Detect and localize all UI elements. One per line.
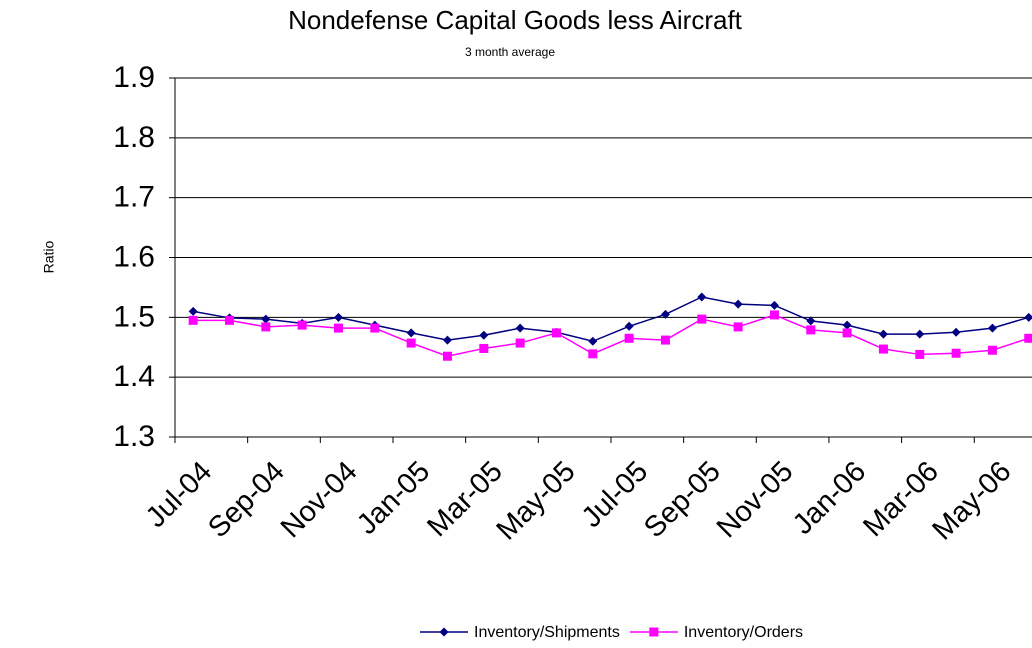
y-tick-label: 1.9 bbox=[113, 61, 155, 94]
marker bbox=[515, 338, 525, 348]
marker bbox=[442, 351, 452, 361]
x-tick-label: Jan-06 bbox=[787, 455, 872, 540]
x-tick-label: May-06 bbox=[927, 455, 1018, 546]
series-line bbox=[193, 296, 1029, 343]
marker bbox=[406, 328, 416, 338]
marker bbox=[333, 312, 343, 322]
marker bbox=[806, 316, 816, 326]
chart-subtitle: 3 month average bbox=[465, 45, 555, 59]
marker bbox=[806, 325, 816, 335]
x-tick-label: Jan-05 bbox=[351, 455, 436, 540]
marker bbox=[878, 344, 888, 354]
x-tick-label: May-05 bbox=[491, 455, 582, 546]
marker bbox=[649, 627, 659, 637]
legend-label: Inventory/Shipments bbox=[474, 624, 620, 641]
marker bbox=[224, 315, 234, 325]
legend-label: Inventory/Orders bbox=[684, 624, 803, 641]
y-tick-label: 1.3 bbox=[113, 420, 155, 453]
y-tick-label: 1.6 bbox=[113, 240, 155, 273]
marker bbox=[479, 343, 489, 353]
marker bbox=[261, 314, 271, 324]
marker bbox=[769, 310, 779, 320]
marker bbox=[987, 345, 997, 355]
marker bbox=[624, 321, 634, 331]
y-axis-label: Ratio bbox=[41, 240, 57, 273]
marker bbox=[987, 323, 997, 333]
marker bbox=[1024, 333, 1032, 343]
marker bbox=[660, 335, 670, 345]
marker bbox=[624, 333, 634, 343]
marker bbox=[660, 309, 670, 319]
marker bbox=[188, 306, 198, 316]
marker bbox=[842, 320, 852, 330]
marker bbox=[297, 320, 307, 330]
y-tick-label: 1.7 bbox=[113, 181, 155, 214]
x-tick-label: Sep-05 bbox=[638, 455, 727, 544]
marker bbox=[479, 330, 489, 340]
marker bbox=[406, 338, 416, 348]
y-tick-label: 1.4 bbox=[113, 360, 155, 393]
chart-title: Nondefense Capital Goods less Aircraft bbox=[288, 5, 743, 35]
marker bbox=[878, 329, 888, 339]
marker bbox=[515, 323, 525, 333]
x-tick-label: Nov-04 bbox=[275, 455, 364, 544]
marker bbox=[588, 349, 598, 359]
marker bbox=[842, 328, 852, 338]
marker bbox=[442, 335, 452, 345]
marker bbox=[697, 292, 707, 302]
y-tick-label: 1.8 bbox=[113, 121, 155, 154]
marker bbox=[188, 315, 198, 325]
marker bbox=[439, 627, 449, 637]
marker bbox=[733, 299, 743, 309]
marker bbox=[588, 336, 598, 346]
marker bbox=[551, 328, 561, 338]
marker bbox=[915, 329, 925, 339]
marker bbox=[951, 348, 961, 358]
y-tick-label: 1.5 bbox=[113, 300, 155, 333]
marker bbox=[1024, 312, 1032, 322]
marker bbox=[733, 322, 743, 332]
marker bbox=[951, 327, 961, 337]
x-tick-label: Nov-05 bbox=[711, 455, 800, 544]
x-tick-label: Sep-04 bbox=[202, 455, 291, 544]
marker bbox=[333, 323, 343, 333]
marker bbox=[769, 300, 779, 310]
series-line bbox=[193, 314, 1029, 358]
marker bbox=[915, 349, 925, 359]
marker bbox=[697, 314, 707, 324]
marker bbox=[370, 323, 380, 333]
marker bbox=[261, 322, 271, 332]
